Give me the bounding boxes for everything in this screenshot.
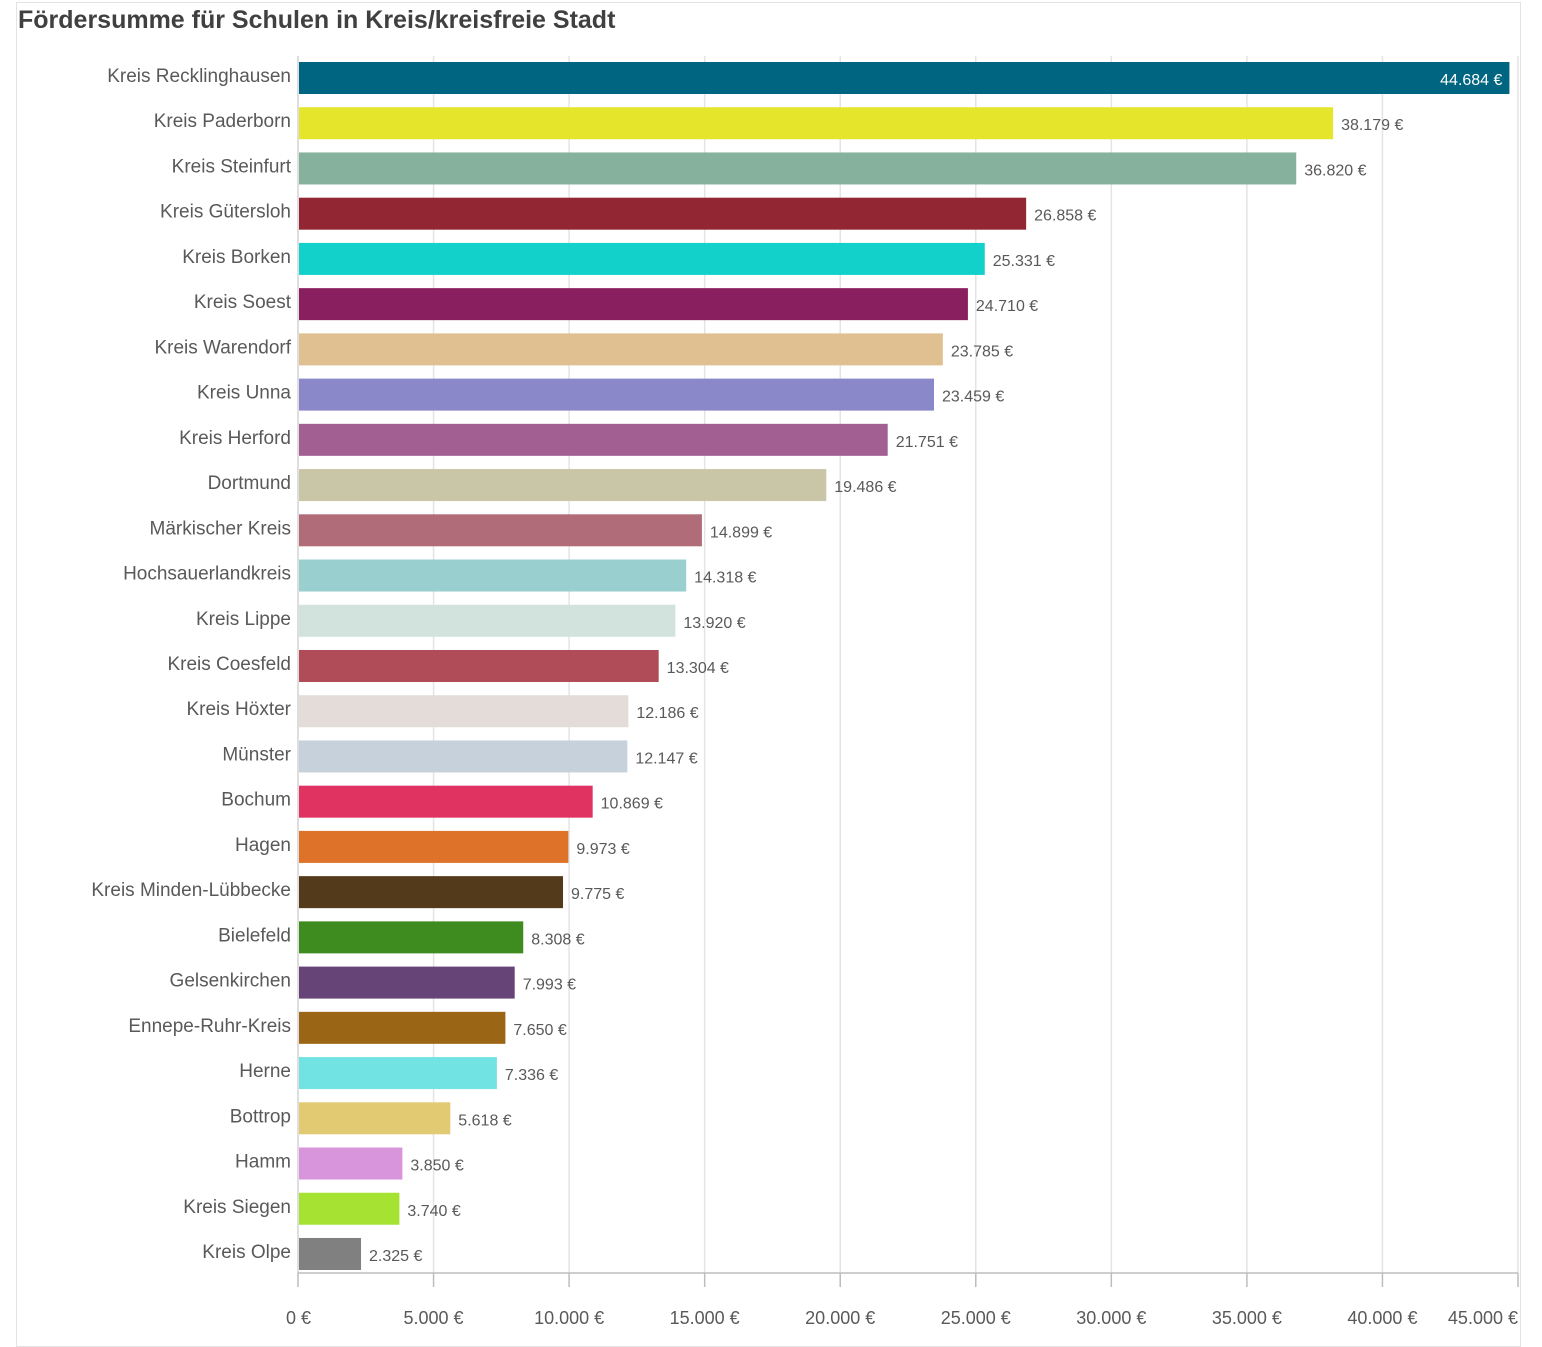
bar [299, 966, 515, 999]
value-label: 7.993 € [523, 977, 576, 994]
value-label: 3.850 € [410, 1158, 463, 1175]
category-label: Kreis Coesfeld [167, 654, 291, 675]
bar [299, 107, 1334, 140]
value-label: 23.785 € [951, 343, 1013, 360]
x-tick-label: 35.000 € [1212, 1308, 1282, 1328]
bar [299, 876, 564, 909]
value-label: 8.308 € [531, 931, 584, 948]
bar [299, 1147, 403, 1180]
category-label: Kreis Siegen [183, 1197, 291, 1218]
category-label: Hamm [235, 1152, 291, 1173]
bar [299, 423, 888, 456]
value-label: 23.459 € [942, 389, 1004, 406]
value-label: 10.869 € [601, 796, 663, 813]
category-label: Bottrop [230, 1106, 291, 1127]
category-label: Kreis Warendorf [154, 337, 291, 358]
category-label: Kreis Paderborn [154, 111, 291, 132]
category-label: Bielefeld [218, 925, 291, 946]
x-tick-label: 0 € [286, 1308, 311, 1328]
value-label: 44.684 € [1440, 72, 1502, 89]
bar [299, 604, 676, 637]
category-label: Kreis Lippe [196, 609, 291, 630]
bar [299, 469, 827, 502]
value-label: 3.740 € [407, 1203, 460, 1220]
category-label: Kreis Olpe [202, 1242, 291, 1263]
value-label: 7.336 € [505, 1067, 558, 1084]
category-label: Hochsauerlandkreis [123, 564, 291, 585]
category-label: Kreis Minden-Lübbecke [91, 880, 291, 901]
value-label: 12.186 € [636, 705, 698, 722]
x-tick-label: 15.000 € [670, 1308, 740, 1328]
bar [299, 1057, 497, 1090]
bar [299, 785, 593, 818]
category-label: Kreis Gütersloh [160, 202, 291, 223]
value-label: 9.775 € [571, 886, 624, 903]
category-label: Münster [222, 744, 291, 765]
chart-title: Fördersumme für Schulen in Kreis/kreisfr… [18, 6, 616, 34]
bar [299, 1192, 400, 1225]
category-label: Kreis Borken [182, 247, 291, 268]
bar [299, 921, 524, 954]
value-label: 2.325 € [369, 1248, 422, 1265]
category-label: Bochum [221, 790, 291, 811]
category-label: Kreis Recklinghausen [107, 66, 291, 87]
value-label: 12.147 € [635, 750, 697, 767]
x-tick-label: 45.000 € [1448, 1308, 1518, 1328]
value-label: 38.179 € [1341, 117, 1403, 134]
category-label: Kreis Höxter [186, 699, 291, 720]
bar [299, 242, 985, 275]
value-label: 24.710 € [976, 298, 1038, 315]
x-axis: 0 € 5.000 € 10.000 € 15.000 € 20.000 € 25.000… [286, 56, 1519, 1328]
x-tick-label: 5.000 € [404, 1308, 464, 1328]
value-label: 5.618 € [458, 1112, 511, 1129]
bar [299, 830, 569, 863]
category-label: Herne [239, 1061, 291, 1082]
value-label: 21.751 € [896, 434, 958, 451]
category-label: Gelsenkirchen [170, 971, 291, 992]
bar [299, 197, 1027, 230]
bar [299, 514, 702, 547]
bar [299, 62, 1510, 94]
bar [299, 649, 659, 682]
bar [299, 288, 968, 321]
value-label: 25.331 € [993, 253, 1055, 270]
value-label: 36.820 € [1304, 162, 1366, 179]
category-label: Kreis Soest [194, 292, 292, 313]
value-label: 13.304 € [667, 660, 729, 677]
x-tick-label: 40.000 € [1347, 1308, 1417, 1328]
x-tick-label: 20.000 € [805, 1308, 875, 1328]
x-tick-label: 10.000 € [534, 1308, 604, 1328]
bar [299, 1102, 451, 1135]
category-label: Ennepe-Ruhr-Kreis [128, 1016, 291, 1037]
category-label: Kreis Herford [179, 428, 291, 449]
bar [299, 1237, 362, 1270]
value-label: 26.858 € [1034, 208, 1096, 225]
value-label: 14.318 € [694, 570, 756, 587]
category-label: Kreis Steinfurt [172, 156, 292, 177]
category-label: Dortmund [208, 473, 291, 494]
bar [299, 740, 628, 773]
value-label: 7.650 € [513, 1022, 566, 1039]
bar [299, 333, 943, 366]
value-label: 14.899 € [710, 524, 772, 541]
x-tick-label: 30.000 € [1076, 1308, 1146, 1328]
category-label: Hagen [235, 835, 291, 856]
bar [299, 1011, 506, 1044]
bar [299, 559, 687, 592]
category-label: Kreis Unna [197, 383, 291, 404]
value-label: 13.920 € [683, 615, 745, 632]
value-label: 19.486 € [834, 479, 896, 496]
bars: Kreis Recklinghausen 44.684 € Kreis Paderb… [91, 62, 1510, 1270]
bar [299, 378, 934, 411]
category-label: Märkischer Kreis [150, 518, 291, 539]
bar [299, 152, 1297, 185]
value-label: 9.973 € [576, 841, 629, 858]
x-tick-label: 25.000 € [941, 1308, 1011, 1328]
bar [299, 695, 629, 728]
